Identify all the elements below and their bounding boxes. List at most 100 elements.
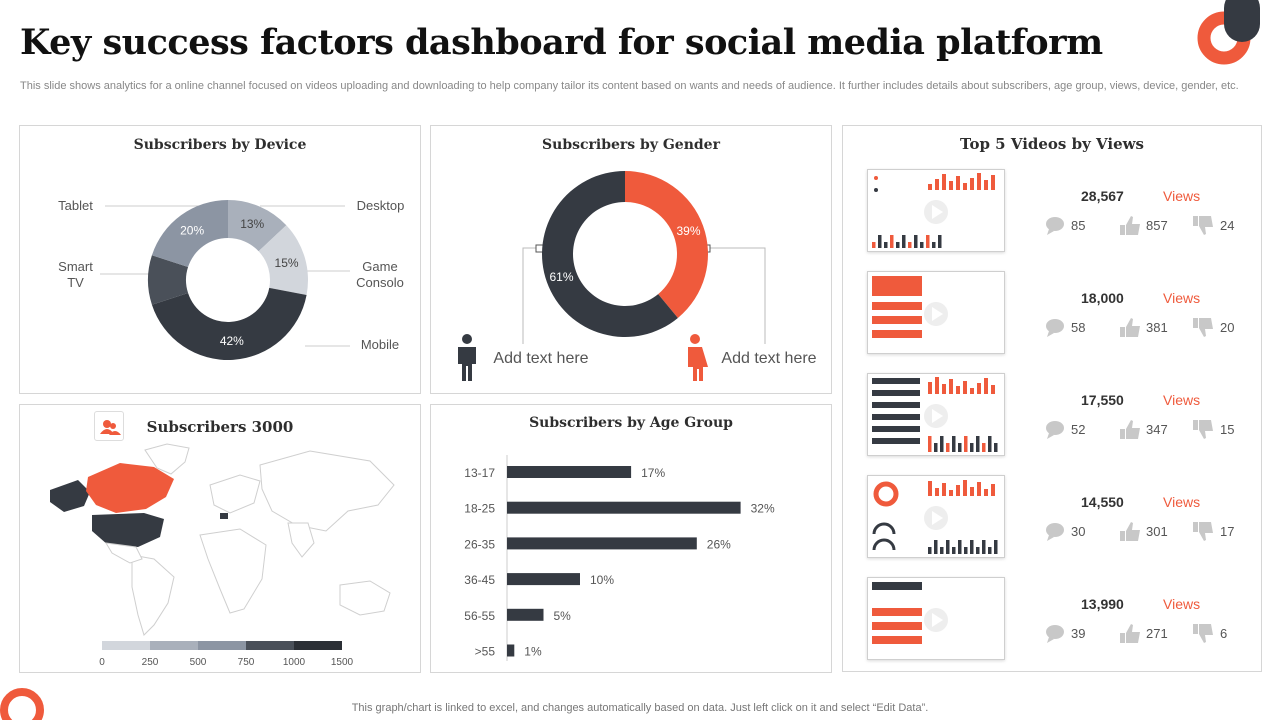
gender-value-label: 61% [549, 270, 573, 284]
video-views-label: Views [1163, 596, 1201, 612]
map-south-america [131, 554, 175, 636]
page-subtitle: This slide shows analytics for a online … [20, 80, 1239, 92]
scale-label-0: 0 [99, 657, 105, 668]
scale-label-250: 250 [141, 657, 159, 668]
video-comments-count: 52 [1071, 422, 1086, 437]
age-tick-label: 36-45 [464, 573, 495, 587]
video-comments-count: 30 [1071, 524, 1086, 539]
video-comments-count: 85 [1071, 218, 1086, 233]
video-comments-count: 39 [1071, 626, 1086, 641]
video-dislikes-count: 17 [1220, 524, 1235, 539]
thumbs-down-icon [1193, 522, 1213, 541]
female-icon [688, 334, 708, 381]
video-likes-count: 347 [1146, 422, 1168, 437]
device-slice-desktop [228, 200, 287, 252]
device-slice-game-consolo [258, 225, 308, 295]
thumbs-down-icon [1193, 318, 1213, 337]
videos-panel: Top 5 Videos by Views 28,567 Views 85 857 2… [842, 125, 1262, 672]
video-likes-count: 381 [1146, 320, 1168, 335]
video-views-label: Views [1163, 188, 1201, 204]
scale-label-1500: 1500 [330, 657, 354, 668]
video-thumbnail[interactable] [867, 577, 1005, 660]
thumbs-up-icon [1120, 420, 1140, 439]
age-bar-26-35 [507, 537, 697, 550]
gender-left-text: Add text here [493, 350, 589, 367]
thumbs-down-icon [1193, 624, 1213, 643]
device-slice-tablet [151, 200, 228, 268]
device-slice-smart-tv [148, 255, 189, 305]
device-value-label: 42% [220, 334, 244, 348]
thumbs-up-icon [1120, 522, 1140, 541]
device-value-label: 15% [275, 256, 299, 270]
gender-donut-chart: 39% 61% [458, 171, 766, 381]
comment-icon [1046, 319, 1064, 337]
video-thumbnail[interactable] [867, 475, 1005, 558]
scale-label-750: 750 [237, 657, 255, 668]
map-africa [199, 528, 267, 614]
video-engagement-icons [1043, 623, 1243, 650]
map-canada [86, 463, 174, 513]
gender-title: Subscribers by Gender [542, 137, 720, 153]
gender-value-label: 39% [676, 224, 700, 238]
device-slice-mobile [151, 287, 307, 360]
gender-slice-female [625, 171, 708, 318]
page-title: Key success factors dashboard for social… [20, 22, 1103, 63]
device-label-desktop: Desktop [356, 198, 405, 213]
thumbs-up-icon [1120, 216, 1140, 235]
age-tick-label: 18-25 [464, 502, 495, 516]
age-tick-label: >55 [475, 645, 496, 659]
age-bar-chart: 13-17 17% 18-25 32% 26-35 26% 36-45 10% 56-55 5% >… [464, 455, 775, 661]
scale-label-500: 500 [189, 657, 207, 668]
thumbs-up-icon [1120, 318, 1140, 337]
comment-icon [1046, 217, 1064, 235]
video-views-count: 18,000 [1081, 290, 1124, 306]
map-title: Subscribers 3000 [146, 418, 294, 436]
age-tick-label: 26-35 [464, 537, 495, 551]
age-tick-label: 56-55 [464, 609, 495, 623]
video-views-label: Views [1163, 290, 1201, 306]
age-bar-13-17 [507, 466, 632, 478]
device-label-tablet: Tablet [58, 198, 93, 213]
device-value-label: 20% [180, 224, 204, 238]
video-comments-count: 58 [1071, 320, 1086, 335]
age-title: Subscribers by Age Group [529, 415, 733, 431]
gender-panel: Subscribers by Gender 39% 61% Add text he… [430, 125, 832, 394]
video-likes-count: 301 [1146, 524, 1168, 539]
video-views-label: Views [1163, 392, 1201, 408]
age-value-label: 32% [751, 502, 775, 516]
decor-ring-icon [0, 688, 44, 720]
gender-slice-male [542, 171, 678, 337]
map-usa [92, 513, 164, 547]
footer-note: This graph/chart is linked to excel, and… [351, 702, 929, 714]
video-thumbnail[interactable] [867, 373, 1005, 456]
comment-icon [1046, 421, 1064, 439]
thumbs-up-icon [1120, 624, 1140, 643]
map-alaska [50, 480, 90, 512]
video-thumbnail[interactable] [867, 169, 1005, 252]
age-value-label: 17% [641, 466, 665, 480]
videos-title: Top 5 Videos by Views [960, 135, 1144, 153]
map-south-asia [287, 522, 315, 558]
map-mexico [105, 542, 143, 564]
map-europe [209, 474, 261, 514]
age-value-label: 1% [524, 645, 542, 659]
video-engagement-icons [1043, 521, 1243, 548]
device-label-game-console: Game Consolo [356, 259, 404, 290]
world-map [50, 443, 395, 650]
device-panel: Subscribers by Device 13% 15% 42% 20% Table… [19, 125, 421, 394]
thumbs-down-icon [1193, 420, 1213, 439]
video-engagement-icons [1043, 317, 1243, 344]
age-panel: Subscribers by Age Group 13-17 17% 18-25 32… [430, 404, 832, 673]
age-bar-18-25 [507, 501, 741, 514]
map-europe-highlight [220, 513, 228, 519]
comment-icon [1046, 523, 1064, 541]
age-value-label: 26% [707, 537, 731, 551]
video-likes-count: 857 [1146, 218, 1168, 233]
scale-label-1000: 1000 [282, 657, 306, 668]
map-australia [339, 580, 391, 616]
video-thumbnail[interactable] [867, 271, 1005, 354]
age-bar-36-45 [507, 573, 580, 586]
age-bar->55 [507, 644, 515, 657]
video-dislikes-count: 24 [1220, 218, 1235, 233]
video-dislikes-count: 6 [1220, 626, 1228, 641]
